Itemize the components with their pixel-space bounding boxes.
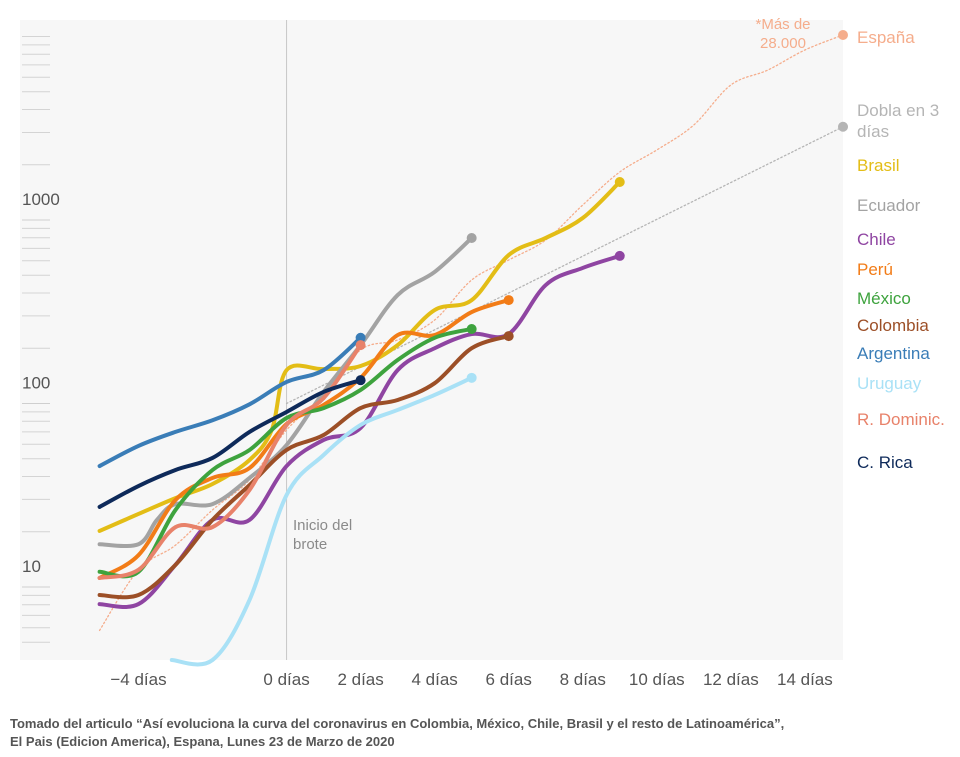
series-line (97, 235, 474, 549)
x-tick-label: 0 días (263, 670, 309, 689)
legend-entry: Chile (857, 230, 896, 249)
x-tick-label: −4 días (110, 670, 166, 689)
legend-entry: Brasil (857, 156, 900, 175)
x-tick-label: 2 días (337, 670, 383, 689)
legend-entry: Uruguay (857, 374, 922, 393)
source-note: Tomado del articulo “Así evoluciona la c… (10, 716, 785, 731)
x-tick-label: 6 días (486, 670, 532, 689)
reference-line (98, 34, 844, 632)
end-dot (355, 375, 366, 386)
legend-entry: R. Dominic. (857, 410, 945, 429)
end-dot (838, 29, 848, 40)
legend-entry: C. Rica (857, 453, 913, 472)
end-dot (466, 232, 477, 243)
series-line (97, 335, 363, 469)
series-line (97, 378, 363, 509)
series-line (169, 375, 474, 667)
legend-entry: Dobla en 3 días (857, 101, 940, 141)
x-tick-label: 8 días (560, 670, 606, 689)
legend-entry: Argentina (857, 344, 930, 363)
x-tick-label: 12 días (703, 670, 759, 689)
x-tick-label: 10 días (629, 670, 685, 689)
source-note: El Pais (Edicion America), Espana, Lunes… (10, 734, 395, 749)
end-dot (355, 340, 366, 351)
annotation: *Más de 28.000 (755, 16, 811, 52)
end-dot (614, 250, 625, 261)
end-dot (838, 121, 848, 132)
x-tick-label: 14 días (777, 670, 833, 689)
end-dot (355, 332, 366, 343)
series-line (97, 326, 474, 579)
end-dot (466, 323, 477, 334)
end-dot (503, 331, 514, 342)
y-tick-label: 1000 (22, 190, 60, 209)
end-dot (503, 295, 514, 306)
x-tick-label: 4 días (411, 670, 457, 689)
legend-entry: Perú (857, 260, 893, 279)
series-line (97, 334, 511, 600)
end-dot (614, 176, 625, 187)
series-line (97, 343, 363, 580)
end-dot (466, 372, 477, 383)
y-tick-label: 10 (22, 557, 41, 576)
legend-entry: Ecuador (857, 196, 921, 215)
y-tick-label: 100 (22, 373, 50, 392)
legend-entry: Colombia (857, 316, 929, 335)
annotation: Inicio del brote (293, 517, 353, 553)
legend-entry: México (857, 289, 911, 308)
legend-entry: España (857, 28, 915, 47)
